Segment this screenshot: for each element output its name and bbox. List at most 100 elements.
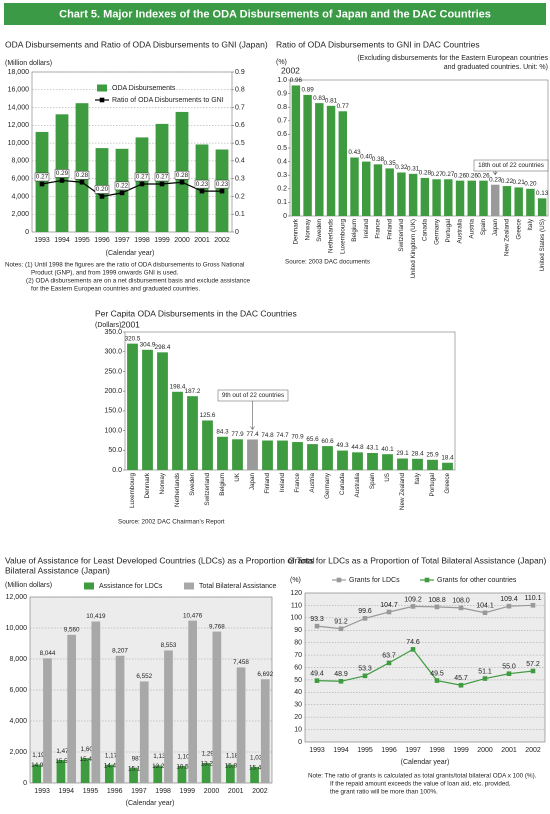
data-label: 0.20 xyxy=(96,186,109,193)
marker xyxy=(39,181,45,187)
x-axis-label: (Calendar year) xyxy=(106,250,155,257)
x-tick-label: Australia xyxy=(354,473,361,498)
x-tick-label: Canada xyxy=(422,219,429,242)
x-tick-label: Denmark xyxy=(144,472,151,498)
data-label: 0.27 xyxy=(136,174,149,181)
tick-label: 12,000 xyxy=(6,594,28,601)
bar xyxy=(115,148,129,232)
x-tick-label: Belgium xyxy=(351,219,358,242)
tick-label: 90 xyxy=(294,627,302,634)
data-label: 0.28 xyxy=(76,172,89,179)
data-label: 0.38 xyxy=(372,156,385,163)
data-label: 0.26 xyxy=(477,172,490,179)
tick-label: 0.0 xyxy=(112,467,122,474)
x-tick-label: 1995 xyxy=(74,237,90,244)
data-label: 10,419 xyxy=(86,613,106,620)
period: 2001 xyxy=(121,319,140,329)
x-tick-label: 2000 xyxy=(477,747,493,754)
data-label: 7,458 xyxy=(233,659,249,666)
bar xyxy=(157,352,168,470)
x-tick-label: 1999 xyxy=(154,237,170,244)
bar xyxy=(142,349,153,470)
x-tick-label: Germany xyxy=(433,218,440,245)
tick-label: 100 xyxy=(290,615,302,622)
chart-title: Grants for LDCs as a Proportion of Total… xyxy=(288,555,546,565)
x-tick-label: 1997 xyxy=(405,747,421,754)
marker xyxy=(199,188,205,194)
bar xyxy=(217,436,228,470)
x-tick-label: 1995 xyxy=(357,747,373,754)
legend-label: Ratio of ODA Disbursements to GNI xyxy=(112,97,224,104)
note: (2) ODA disbursements are on a net disbu… xyxy=(26,278,251,285)
marker xyxy=(506,603,512,609)
note: Product (GNP), and from 1999 onwards GNI… xyxy=(31,270,179,277)
data-label: 109.2 xyxy=(404,596,422,603)
data-label: 1,132 xyxy=(153,753,169,760)
bar xyxy=(139,681,149,783)
x-tick-label: Sweden xyxy=(189,473,196,496)
bar xyxy=(337,450,348,470)
legend-swatch xyxy=(97,84,107,92)
data-label: 0.35 xyxy=(384,160,397,167)
marker xyxy=(362,673,368,679)
y-axis-label: (Dollars) xyxy=(95,322,121,329)
data-label: 0.77 xyxy=(337,103,350,110)
x-tick-label: 1996 xyxy=(94,237,110,244)
bar xyxy=(75,103,89,232)
chart-title: Per Capita ODA Disbursements in the DAC … xyxy=(95,308,297,318)
x-tick-label: Sweden xyxy=(316,219,323,242)
line xyxy=(41,179,222,198)
tick-label: 120 xyxy=(290,590,302,597)
marker xyxy=(314,623,320,629)
bar xyxy=(350,157,359,216)
tick-label: 0.7 xyxy=(235,104,245,111)
tick-label: 70 xyxy=(294,652,302,659)
data-label: 0.29 xyxy=(56,170,69,177)
bar xyxy=(262,440,273,470)
bar xyxy=(326,105,336,216)
x-tick-label: 1998 xyxy=(155,788,171,795)
x-tick-label: Belgium xyxy=(219,473,226,496)
tick-label: 0 xyxy=(25,229,29,236)
marker xyxy=(506,671,512,677)
period: 2002 xyxy=(281,65,300,75)
tick-label: 10,000 xyxy=(6,625,28,632)
x-tick-label: Japan xyxy=(249,473,256,491)
data-label: 43.1 xyxy=(366,445,379,452)
bar xyxy=(164,650,173,783)
tick-label: 80 xyxy=(294,640,302,647)
x-tick-label: Japan xyxy=(492,219,499,237)
data-label: 77.4 xyxy=(246,431,259,438)
note: Note: The ratio of grants is calculated … xyxy=(308,773,537,780)
x-tick-label: Finland xyxy=(264,473,271,494)
percent-label: 10.5% xyxy=(176,764,194,771)
line xyxy=(316,604,534,630)
bar xyxy=(260,679,270,783)
x-tick-label: Spain xyxy=(369,473,376,490)
data-label: 0.27 xyxy=(156,174,169,181)
data-label: 304.9 xyxy=(140,341,156,348)
percent-label: 15.8% xyxy=(225,762,243,769)
tick-label: 0.9 xyxy=(277,90,287,97)
x-tick-label: 1996 xyxy=(107,788,123,795)
marker xyxy=(482,610,488,616)
x-tick-label: Greece xyxy=(515,219,522,240)
source: Source: 2002 DAC Chairman's Report xyxy=(118,519,225,526)
data-label: 104.1 xyxy=(476,603,494,610)
data-label: 8,044 xyxy=(40,650,56,657)
bar xyxy=(352,452,363,470)
annotation-box xyxy=(217,389,289,402)
data-label: 109.4 xyxy=(500,596,518,603)
x-tick-label: 2002 xyxy=(214,237,230,244)
data-label: 9,768 xyxy=(209,623,225,630)
data-label: 1,290 xyxy=(202,751,218,758)
legend-label: ODA Disbursements xyxy=(112,85,176,92)
data-label: 198.4 xyxy=(170,383,186,390)
bar xyxy=(292,442,303,470)
x-tick-label: Greece xyxy=(444,473,451,494)
marker xyxy=(59,178,65,183)
tick-label: 0.6 xyxy=(235,122,245,129)
annotation: 9th out of 22 countries xyxy=(222,392,284,399)
data-label: 1,031 xyxy=(250,755,266,762)
